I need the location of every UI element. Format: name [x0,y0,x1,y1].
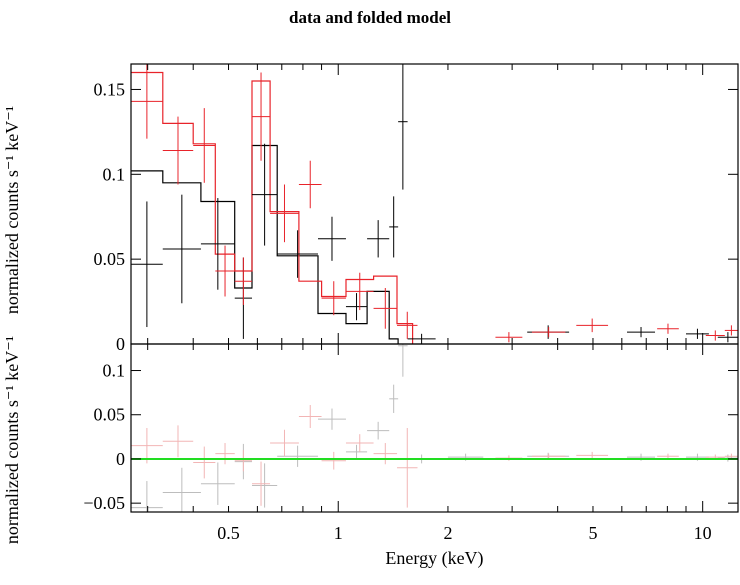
top-plot-frame [130,63,739,345]
x-tick-label: 2 [443,523,452,543]
model-step-line-1 [131,71,414,344]
top-y-axis-label: normalized counts s⁻¹ keV⁻¹ [2,106,22,314]
top-y-tick-label: 0 [116,334,125,354]
x-tick-label: 1 [334,523,343,543]
chart-title: data and folded model [289,8,451,27]
bottom-plot-frame [130,343,739,513]
top-y-tick-label: 0.05 [94,249,126,269]
bottom-y-tick-label: −0.05 [83,493,125,513]
bottom-y-axis-label: normalized counts s⁻¹ keV⁻¹ [2,336,22,544]
x-tick-label: 0.5 [217,523,240,543]
x-tick-label: 10 [694,523,712,543]
bottom-y-tick-label: 0.05 [94,405,126,425]
model-step-line-0 [131,144,399,344]
bottom-y-tick-label: 0 [116,449,125,469]
top-y-tick-label: 0.1 [103,164,126,184]
x-tick-label: 5 [588,523,597,543]
x-axis-label: Energy (keV) [385,548,483,569]
bottom-y-tick-label: 0.1 [103,361,126,381]
top-y-tick-label: 0.15 [94,79,126,99]
